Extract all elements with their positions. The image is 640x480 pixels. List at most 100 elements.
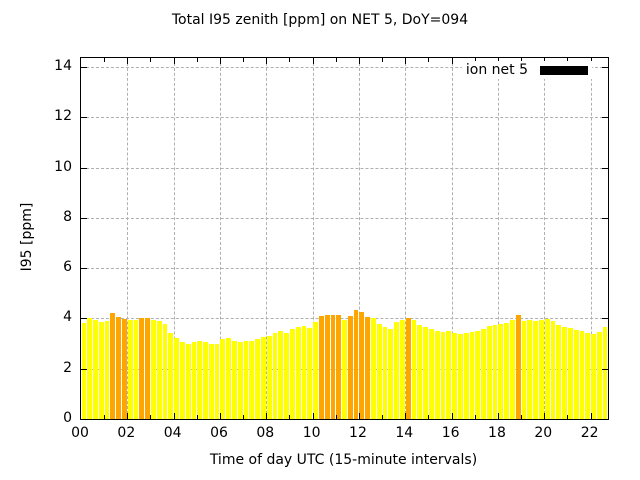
bar (272, 333, 278, 419)
bar (289, 328, 295, 419)
x-tick-mark-bottom (567, 415, 569, 419)
bar (110, 312, 116, 419)
y-tick-mark-left (81, 217, 87, 219)
y-tick-label: 2 (63, 359, 72, 376)
x-tick-mark-top (567, 58, 569, 62)
bar (394, 322, 399, 419)
bar (284, 333, 289, 419)
bar (98, 321, 104, 419)
x-tick-mark-top (104, 58, 106, 62)
y-tick-label: 6 (63, 259, 72, 276)
grid-line-horizontal (81, 167, 608, 169)
chart-title: Total I95 zenith [ppm] on NET 5, DoY=094 (171, 12, 469, 28)
bar (457, 334, 463, 419)
bar (191, 341, 197, 419)
bar (220, 339, 226, 419)
bar (197, 340, 203, 419)
y-tick-mark-left (81, 368, 87, 370)
bar (208, 343, 214, 419)
bar (388, 329, 394, 419)
bar (475, 331, 481, 419)
legend-label: ion net 5 (465, 62, 528, 78)
x-tick-mark-bottom (243, 415, 245, 419)
grid-line-vertical (312, 58, 314, 419)
bar (469, 332, 475, 419)
bar (556, 325, 562, 419)
bar (365, 317, 371, 419)
y-tick-label: 12 (54, 108, 72, 125)
x-tick-mark-bottom (544, 413, 546, 419)
bar (417, 325, 423, 419)
x-tick-mark-bottom (497, 413, 499, 419)
x-tick-label: 16 (441, 425, 460, 441)
legend-swatch (540, 65, 588, 75)
x-tick-mark-top (127, 58, 129, 64)
grid-line-vertical (127, 58, 129, 419)
x-tick-mark-top (243, 58, 245, 62)
bar (307, 327, 313, 419)
bar (336, 315, 342, 419)
x-tick-label: 10 (302, 425, 321, 441)
y-tick-label: 0 (63, 410, 72, 426)
y-tick-mark-right (602, 318, 608, 320)
bar (168, 333, 174, 419)
bar (481, 328, 486, 419)
bar (400, 320, 405, 419)
x-tick-mark-top (521, 58, 523, 62)
bar (145, 317, 150, 419)
y-tick-mark-right (602, 368, 608, 370)
bar (122, 318, 127, 419)
x-tick-mark-bottom (104, 415, 106, 419)
bar (93, 320, 98, 419)
x-tick-mark-top (335, 58, 337, 62)
x-tick-mark-bottom (196, 415, 198, 419)
x-tick-label: 14 (395, 425, 414, 441)
bar (504, 323, 510, 419)
x-tick-label: 22 (580, 425, 599, 441)
bar (237, 342, 243, 419)
x-tick-mark-bottom (428, 415, 430, 419)
bar (562, 327, 567, 419)
y-tick-mark-left (81, 318, 87, 320)
bar (486, 326, 492, 419)
x-tick-label: 02 (117, 425, 136, 441)
bar (127, 320, 133, 419)
grid-line-vertical (358, 58, 360, 419)
x-tick-mark-top (196, 58, 198, 62)
plot-area: ion net 5 (80, 57, 609, 420)
bar (330, 315, 336, 419)
bar (139, 317, 145, 419)
bar (243, 340, 249, 419)
bar (104, 320, 110, 419)
bar (405, 317, 411, 419)
x-tick-mark-bottom (590, 413, 592, 419)
y-tick-mark-right (602, 268, 608, 270)
bar (266, 336, 272, 419)
grid-line-vertical (544, 58, 546, 419)
y-tick-label: 10 (54, 158, 72, 175)
bar (596, 331, 602, 419)
x-tick-mark-bottom (474, 415, 476, 419)
bar (428, 328, 434, 419)
legend: ion net 5 (461, 61, 592, 79)
grid-line-vertical (266, 58, 268, 419)
x-tick-mark-top (219, 58, 221, 64)
bar (353, 309, 359, 419)
x-tick-label: 20 (534, 425, 553, 441)
bar (591, 334, 596, 419)
x-tick-mark-bottom (173, 413, 175, 419)
x-tick-label: 12 (349, 425, 367, 441)
x-tick-mark-top (451, 58, 453, 64)
bar (347, 316, 353, 419)
bar (585, 333, 591, 419)
y-tick-mark-right (602, 217, 608, 219)
bar (359, 312, 365, 419)
bar (446, 330, 452, 419)
x-tick-mark-bottom (289, 415, 291, 419)
bar (498, 324, 504, 419)
bar (544, 319, 550, 419)
bar (278, 331, 284, 419)
x-tick-label: 04 (163, 425, 182, 441)
bar (440, 331, 446, 419)
y-tick-mark-right (602, 67, 608, 69)
